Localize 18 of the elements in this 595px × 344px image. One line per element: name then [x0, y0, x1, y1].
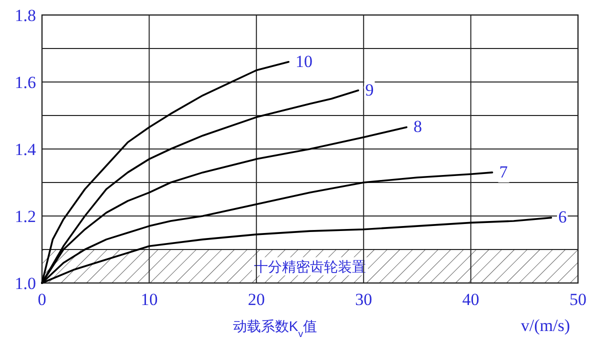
- y-tick-label: 1.4: [14, 140, 36, 159]
- series-label: 8: [413, 117, 422, 136]
- series-label: 10: [296, 52, 313, 71]
- y-tick-label: 1.2: [14, 207, 36, 226]
- x-axis-title: v/(m/s): [520, 316, 570, 335]
- text: 动载系数K$_{v}$值: [232, 318, 318, 340]
- y-tick-label: 1.8: [14, 6, 36, 25]
- x-tick-label: 40: [462, 290, 480, 309]
- x-tick-label: 10: [140, 290, 158, 309]
- x-tick-label: 0: [38, 290, 46, 309]
- x-tick-label: 30: [355, 290, 372, 309]
- y-tick-label: 1.6: [14, 73, 36, 92]
- x-tick-label: 50: [570, 290, 586, 309]
- series-label: 9: [365, 80, 374, 100]
- y-tick-label: 1.0: [14, 274, 36, 293]
- x-tick-label: 20: [248, 290, 265, 309]
- series-label: 7: [499, 162, 508, 182]
- series-label: 6: [558, 208, 567, 227]
